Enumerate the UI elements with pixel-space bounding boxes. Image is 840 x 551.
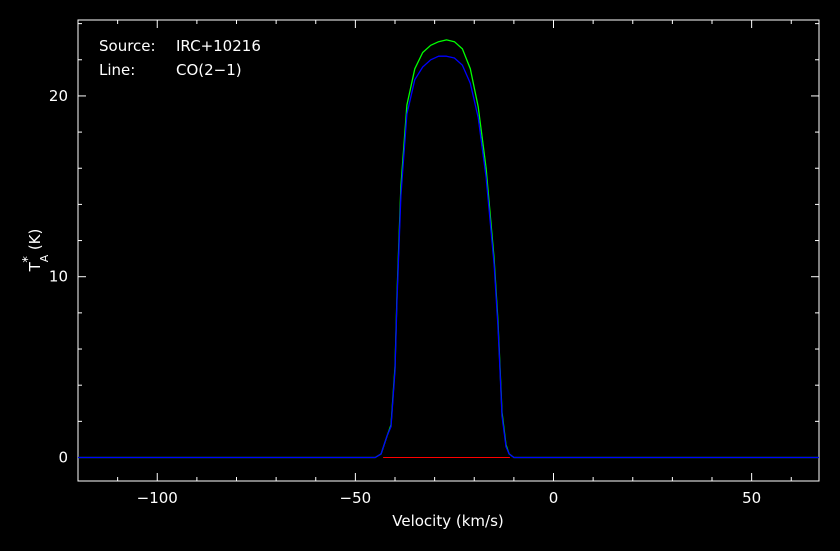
y-axis-label-base: T (26, 261, 44, 272)
x-tick-label: 50 (742, 489, 761, 507)
y-tick-label: 10 (49, 268, 68, 286)
y-tick-label: 20 (49, 87, 68, 105)
plot-frame (77, 19, 820, 482)
axis-tick-labels: −100 −50 0 50 0 10 20 (49, 87, 761, 507)
y-tick-label: 0 (58, 448, 68, 466)
x-tick-label: 0 (549, 489, 559, 507)
axis-ticks (77, 20, 819, 481)
series-layer (78, 39, 819, 459)
y-axis-label-unit: (K) (26, 229, 44, 251)
y-axis-label: TA* (K) (21, 229, 51, 273)
svg-text:TA*(K): TA* (K) (21, 229, 51, 273)
annotation-label: Line: (99, 61, 135, 79)
series-line-2 (78, 55, 819, 459)
x-tick-label: −100 (137, 489, 178, 507)
annotation-value: CO(2−1) (176, 61, 242, 79)
annotation-value: IRC+10216 (176, 37, 261, 55)
annotations: Source: IRC+10216 Line: CO(2−1) (99, 37, 261, 79)
annotation-label: Source: (99, 37, 156, 55)
x-tick-label: −50 (340, 489, 372, 507)
x-axis-label: Velocity (km/s) (392, 512, 503, 530)
y-axis-label-superscript: * (21, 256, 36, 263)
y-axis-label-subscript: A (38, 254, 51, 262)
